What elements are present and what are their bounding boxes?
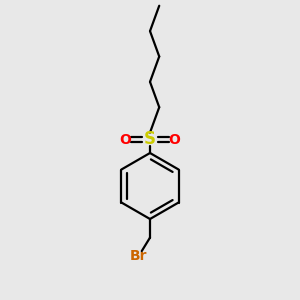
Text: S: S <box>144 130 156 148</box>
Text: O: O <box>119 133 131 146</box>
Text: O: O <box>169 133 181 146</box>
Text: Br: Br <box>130 249 147 263</box>
